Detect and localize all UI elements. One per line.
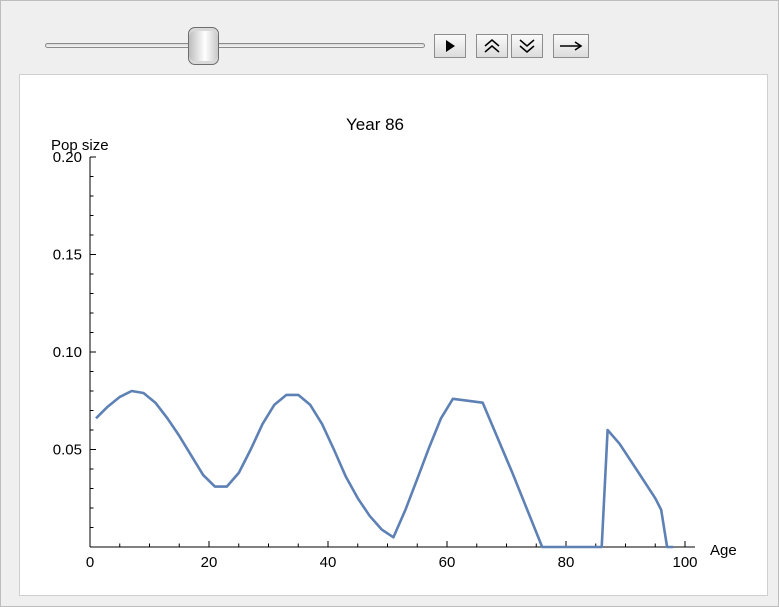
population-chart: Year 86 Pop size Age 0 20 40 60 80 100 0.05 0.1… — [51, 115, 737, 571]
chart-title: Year 86 — [346, 115, 404, 134]
play-button[interactable] — [434, 34, 466, 58]
y-tick-label: 0.20 — [53, 149, 82, 166]
year-slider-thumb[interactable] — [188, 27, 220, 65]
animation-controls — [1, 1, 778, 71]
x-tick-label: 100 — [672, 554, 697, 571]
x-tick-label: 0 — [86, 554, 94, 571]
population-line — [95, 389, 674, 549]
x-tick-label: 40 — [320, 554, 337, 571]
plot-panel: Year 86 Pop size Age 0 20 40 60 80 100 0.05 0.1… — [19, 74, 768, 596]
x-axis-label: Age — [710, 542, 737, 559]
y-axis-label: Pop size — [51, 137, 109, 154]
x-tick-label: 60 — [439, 554, 456, 571]
y-tick-label: 0.15 — [53, 247, 82, 264]
faster-button[interactable] — [476, 34, 508, 58]
direction-button[interactable] — [553, 34, 589, 58]
series — [95, 389, 674, 549]
year-slider-track[interactable] — [45, 43, 425, 48]
y-tick-label: 0.10 — [53, 344, 82, 361]
y-tick-label: 0.05 — [53, 442, 82, 459]
arrow-right-icon — [560, 41, 583, 51]
ticks: 0 20 40 60 80 100 0.05 0.10 0.15 0.20 — [53, 149, 698, 571]
play-icon — [446, 40, 455, 52]
double-chevron-down-icon — [519, 39, 535, 53]
slower-button[interactable] — [511, 34, 543, 58]
x-tick-label: 20 — [201, 554, 218, 571]
double-chevron-up-icon — [484, 39, 500, 53]
x-tick-label: 80 — [558, 554, 575, 571]
